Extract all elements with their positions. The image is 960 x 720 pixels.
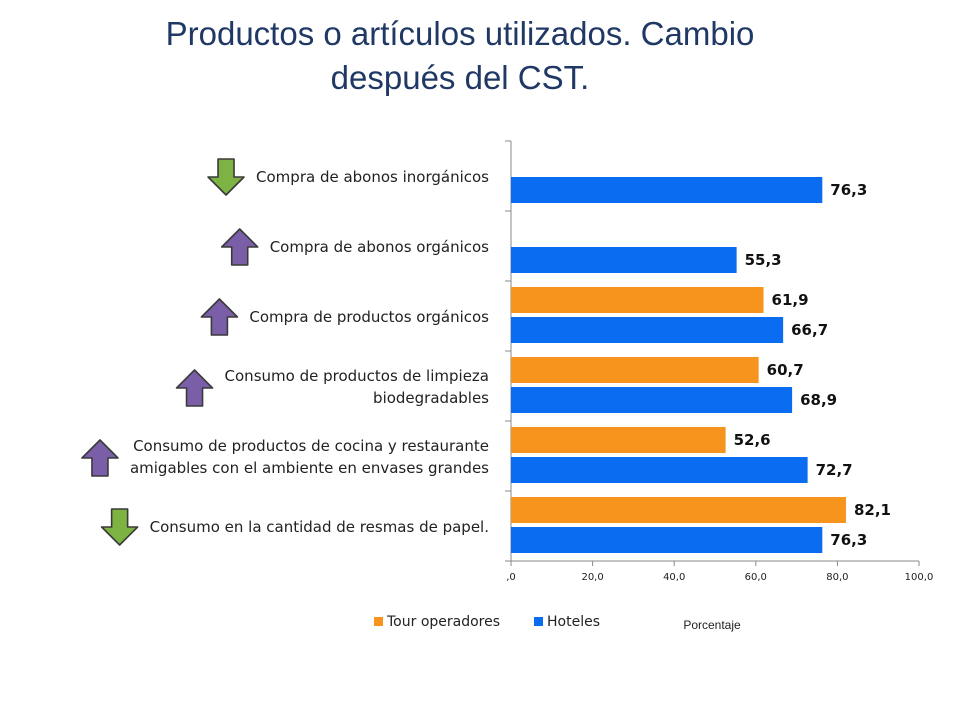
category-label: biodegradables	[373, 389, 489, 407]
data-label: 66,7	[791, 321, 828, 339]
data-label: 76,3	[830, 531, 867, 549]
category-label: Compra de productos orgánicos	[249, 308, 489, 326]
data-label: 72,7	[816, 461, 853, 479]
category-label: amigables con el ambiente en envases gra…	[130, 459, 489, 477]
bar-hoteles	[511, 457, 808, 483]
bar-hoteles	[511, 247, 737, 273]
data-label: 52,6	[734, 431, 771, 449]
arrow-up-icon	[200, 298, 239, 336]
bar-tour-operadores	[511, 427, 726, 453]
legend-swatch-tour-operadores	[374, 617, 383, 626]
data-label: 68,9	[800, 391, 837, 409]
x-tick-label: 40,0	[663, 572, 685, 583]
bar-hoteles	[511, 177, 823, 203]
arrow-up-icon	[175, 369, 214, 407]
data-label: 76,3	[830, 181, 867, 199]
category-label: Compra de abonos orgánicos	[270, 238, 489, 256]
bar-tour-operadores	[511, 357, 759, 383]
arrow-up-icon	[81, 439, 119, 477]
x-tick-label: ,0	[506, 572, 516, 583]
legend-label: Hoteles	[547, 614, 600, 630]
x-tick-label: 100,0	[905, 572, 934, 583]
data-label: 60,7	[767, 361, 804, 379]
title-line-2: después del CST.	[330, 59, 590, 96]
bar-tour-operadores	[511, 287, 764, 313]
data-label: 82,1	[854, 501, 891, 519]
x-axis-title: Porcentaje	[683, 618, 741, 632]
x-tick-label: 20,0	[581, 572, 603, 583]
data-label: 55,3	[745, 251, 782, 269]
category-label: Consumo en la cantidad de resmas de pape…	[150, 518, 489, 536]
category-label: Compra de abonos inorgánicos	[256, 168, 489, 186]
legend-swatch-hoteles	[534, 617, 543, 626]
title-line-1: Productos o artículos utilizados. Cambio	[165, 15, 755, 52]
category-label: Consumo de productos de limpieza	[225, 367, 489, 385]
arrow-down-icon	[100, 508, 139, 546]
category-label: Consumo de productos de cocina y restaur…	[133, 437, 489, 455]
data-label: 61,9	[772, 291, 809, 309]
bar-hoteles	[511, 387, 793, 413]
bar-hoteles	[511, 317, 784, 343]
x-tick-label: 80,0	[826, 572, 848, 583]
arrow-down-icon	[207, 158, 245, 196]
x-tick-label: 60,0	[745, 572, 767, 583]
page-title: Productos o artículos utilizados. Cambio…	[60, 12, 860, 100]
bar-hoteles	[511, 527, 823, 553]
arrow-up-icon	[220, 228, 259, 266]
legend-label: Tour operadores	[386, 614, 500, 630]
bar-tour-operadores	[511, 497, 846, 523]
